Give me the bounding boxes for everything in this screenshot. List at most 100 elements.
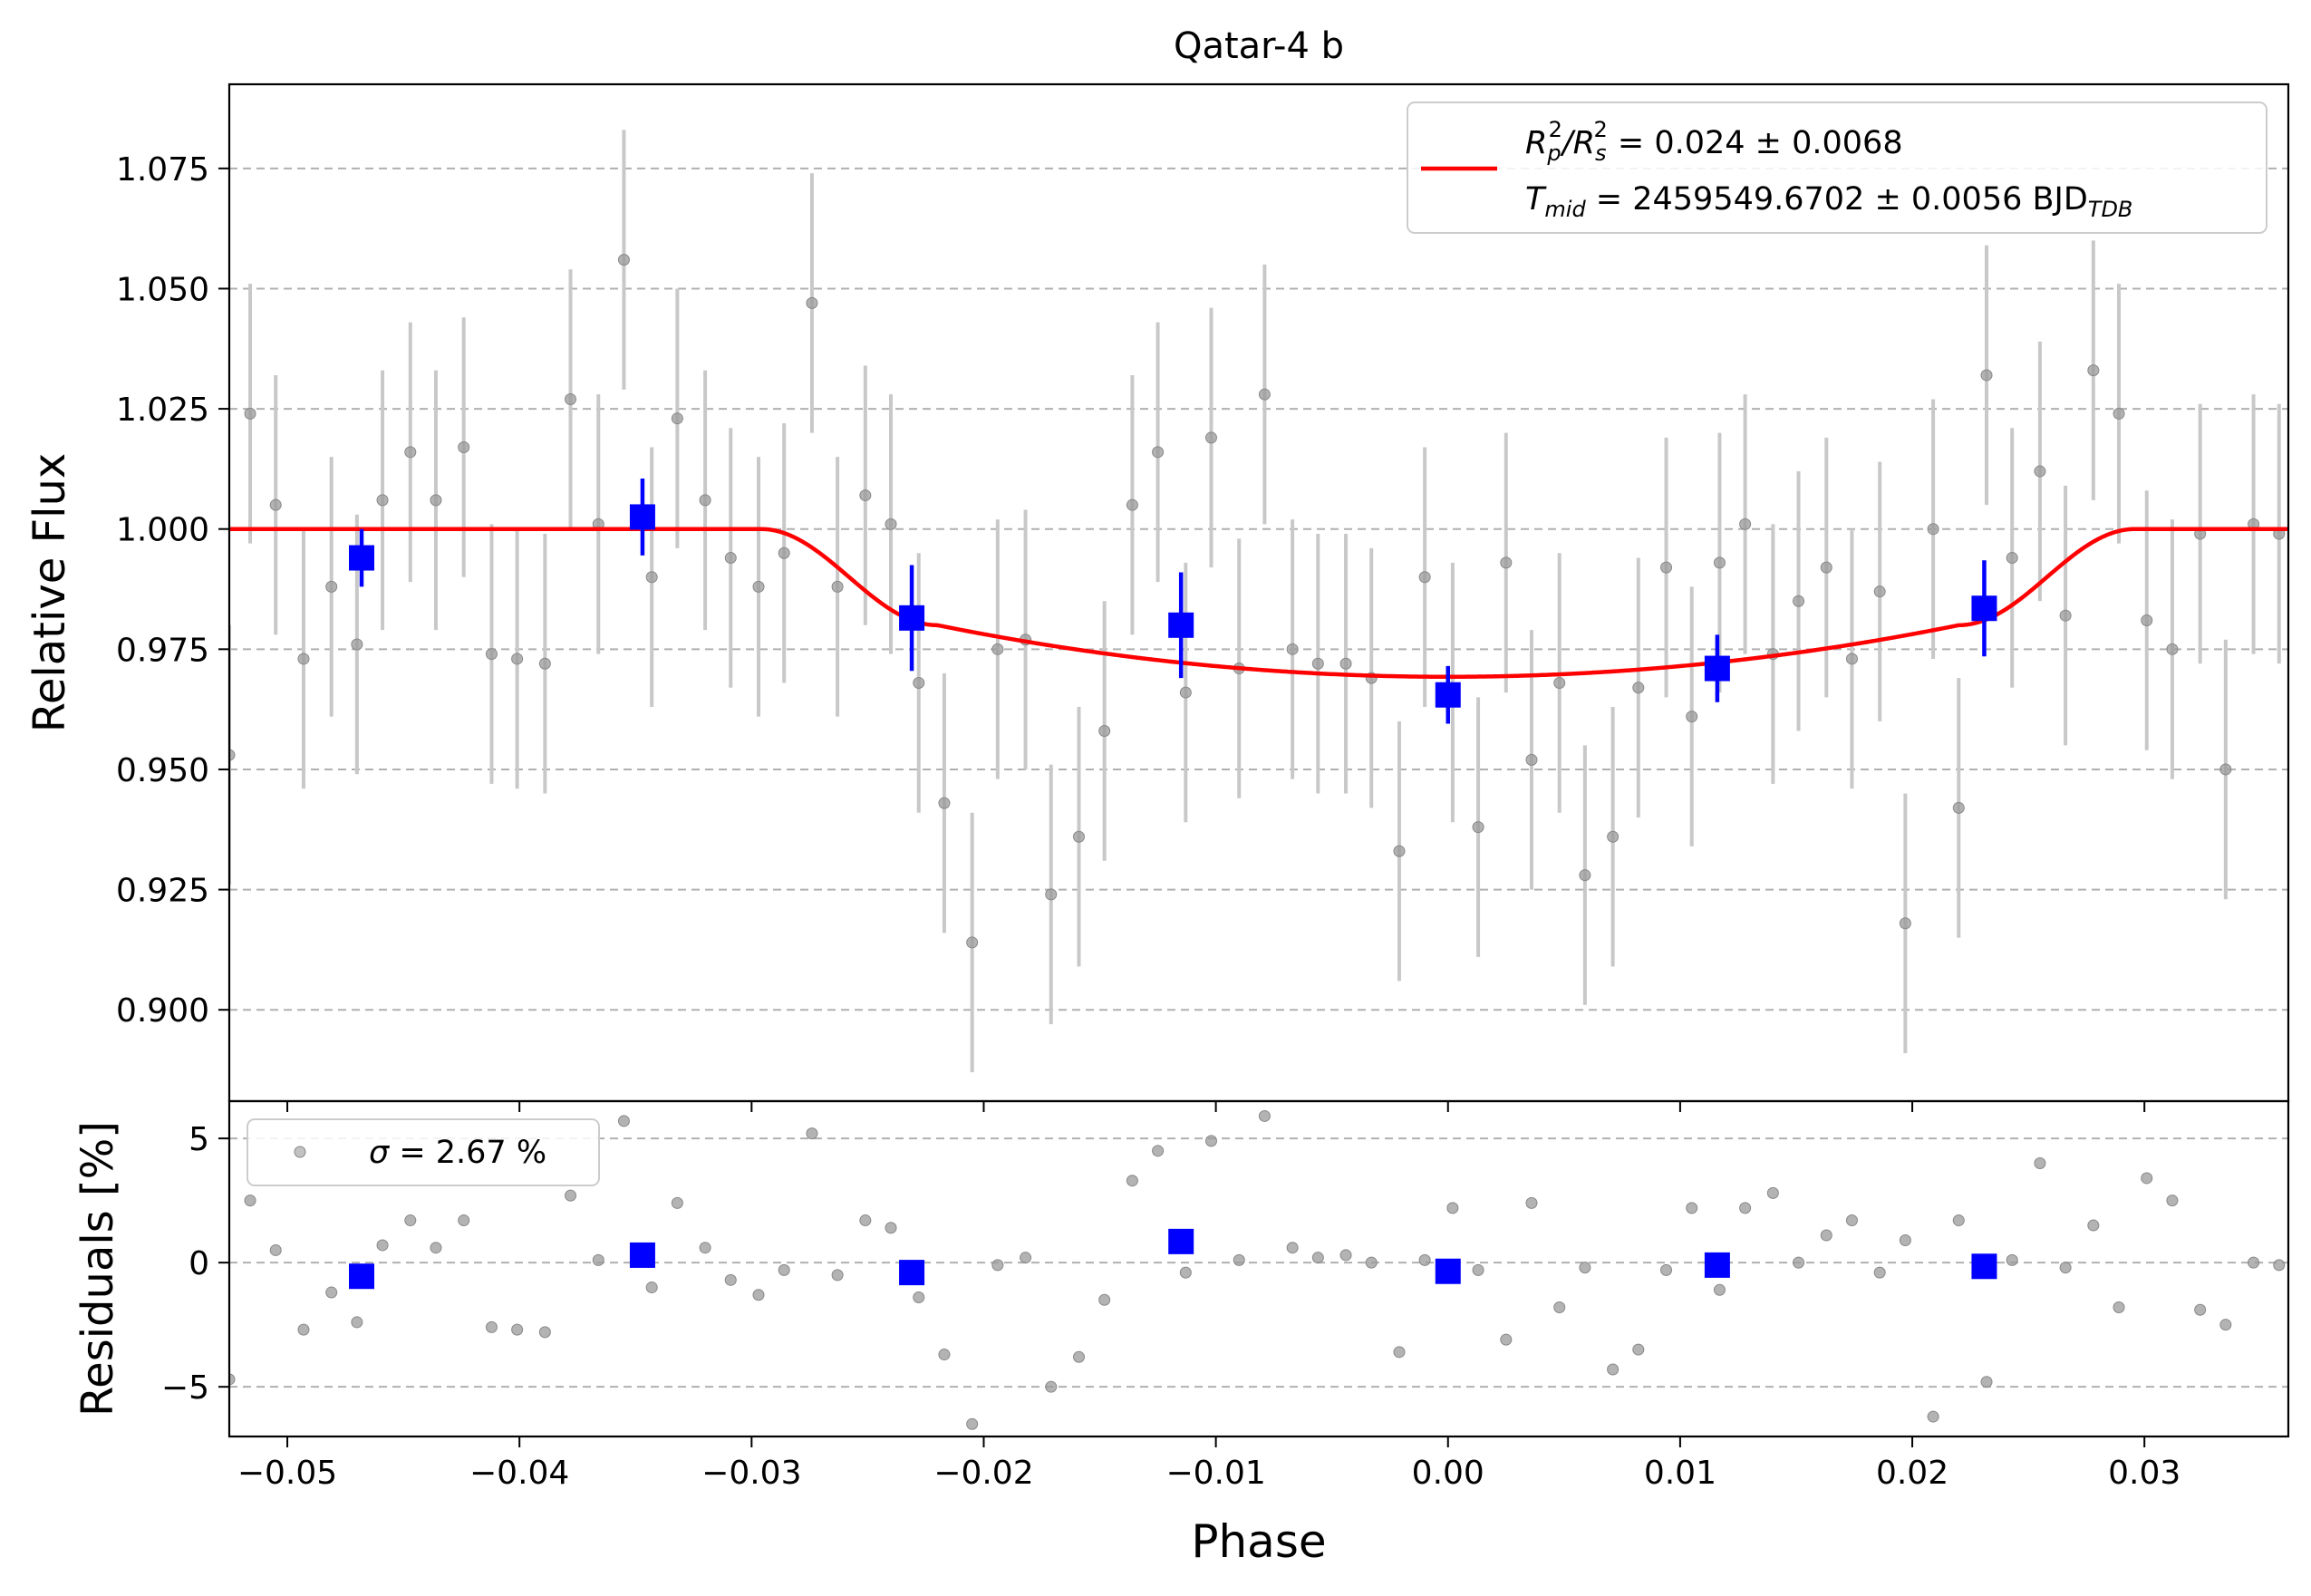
- residual-point: [2141, 1172, 2153, 1185]
- raw-point: [297, 653, 310, 665]
- raw-point: [1258, 388, 1271, 401]
- residual-point: [2166, 1195, 2179, 1207]
- residual-point: [885, 1222, 897, 1234]
- x-tick-label: 0.00: [1412, 1455, 1484, 1492]
- raw-point: [1525, 753, 1538, 766]
- raw-point: [1286, 643, 1299, 655]
- residual-point: [2087, 1219, 2100, 1232]
- raw-point: [1607, 830, 1620, 843]
- residual-point: [1845, 1214, 1858, 1227]
- raw-point: [645, 571, 658, 584]
- residual-point: [1126, 1175, 1138, 1187]
- raw-point: [1072, 830, 1085, 843]
- residual-binned-point: [1704, 1252, 1730, 1278]
- residual-point: [1579, 1262, 1591, 1274]
- x-ticks: −0.05 −0.04 −0.03 −0.02 −0.01 0.00 0.01 0.02 0.0…: [237, 1436, 2180, 1492]
- residual-point: [351, 1316, 363, 1329]
- flux-legend: Rp2/Rs2 = 0.024 ± 0.0068 Tmid = 2459549.…: [1407, 102, 2267, 234]
- residual-point: [1607, 1363, 1620, 1376]
- legend-tmid-text: Tmid = 2459549.6702 ± 0.0056 BJDTDB: [1525, 181, 2132, 222]
- residual-point: [1204, 1135, 1217, 1147]
- raw-point: [991, 643, 1004, 655]
- raw-point: [1980, 369, 1993, 382]
- flux-y-axis-label: Relative Flux: [24, 453, 75, 733]
- residual-point: [511, 1323, 524, 1336]
- binned-point: [629, 504, 655, 530]
- raw-point: [1793, 595, 1805, 607]
- raw-point: [1472, 821, 1484, 834]
- raw-point: [2006, 552, 2018, 565]
- residual-point: [806, 1127, 818, 1140]
- residuals-legend: σ = 2.67 %: [247, 1118, 600, 1186]
- residual-point: [2113, 1301, 2125, 1313]
- flux-y-tick-label: 1.000: [116, 512, 209, 549]
- residuals-binned-points: [349, 1228, 1997, 1290]
- residual-point: [1233, 1253, 1245, 1266]
- chart-title: Qatar-4 b: [1174, 25, 1344, 67]
- raw-point: [1393, 845, 1406, 857]
- raw-point: [538, 657, 551, 670]
- binned-point: [1971, 595, 1997, 622]
- residual-binned-point: [1168, 1228, 1194, 1254]
- residual-point: [376, 1239, 389, 1252]
- raw-point: [699, 494, 711, 507]
- residual-point: [966, 1417, 979, 1430]
- raw-point: [404, 446, 417, 459]
- raw-point: [885, 517, 897, 530]
- raw-point: [1686, 711, 1698, 723]
- legend-residual-swatch: [294, 1146, 306, 1158]
- residuals-panel: −5 0 5 −0.05 −0.04 −0.03 −0.02 −0.01 0.00 0.01 0.…: [73, 1099, 2290, 1568]
- residual-point: [430, 1242, 442, 1254]
- raw-point: [269, 498, 282, 511]
- flux-y-tick-label: 0.925: [116, 873, 209, 910]
- residual-point: [991, 1259, 1004, 1272]
- raw-point: [966, 936, 979, 949]
- raw-point: [430, 494, 442, 507]
- flux-y-tick-label: 0.950: [116, 752, 209, 789]
- residual-point: [1446, 1202, 1459, 1214]
- binned-point: [1435, 682, 1461, 708]
- residual-point: [2059, 1262, 2072, 1274]
- residual-point: [1020, 1252, 1032, 1264]
- residual-point: [2219, 1319, 2232, 1331]
- x-tick-label: −0.02: [933, 1455, 1033, 1492]
- flux-y-tick-label: 0.975: [116, 632, 209, 669]
- raw-point: [859, 489, 872, 502]
- raw-point: [1632, 682, 1645, 694]
- residual-point: [778, 1263, 790, 1276]
- raw-point: [778, 547, 790, 559]
- residuals-y-tick-label: −5: [161, 1369, 209, 1407]
- raw-point: [351, 638, 363, 651]
- raw-point: [1927, 523, 1939, 536]
- flux-panel: 0.900 0.925 0.950 0.975 1.000 1.025 1.050 1.075…: [24, 82, 2290, 1112]
- residual-point: [1525, 1196, 1538, 1209]
- residual-point: [485, 1320, 498, 1333]
- residuals-y-tick-label: 0: [189, 1245, 209, 1282]
- residual-point: [1632, 1343, 1645, 1356]
- raw-point: [2166, 643, 2179, 655]
- residual-point: [1686, 1202, 1698, 1214]
- residuals-raw-points: [229, 1109, 2286, 1430]
- raw-point: [2034, 465, 2046, 478]
- residual-point: [565, 1189, 577, 1202]
- residuals-axes-frame: [227, 1099, 2290, 1438]
- residual-point: [2034, 1157, 2046, 1170]
- raw-point: [1873, 585, 1886, 598]
- raw-point: [1660, 561, 1673, 574]
- raw-point: [2087, 364, 2100, 377]
- x-tick-label: 0.01: [1644, 1455, 1716, 1492]
- raw-point: [1553, 676, 1566, 689]
- residual-point: [1766, 1186, 1779, 1199]
- transit-model-curve: [229, 527, 2288, 680]
- raw-point: [229, 749, 236, 761]
- raw-point: [458, 441, 470, 454]
- residual-point: [724, 1273, 737, 1286]
- raw-point: [2113, 407, 2125, 420]
- residual-point: [671, 1196, 683, 1209]
- residual-point: [1899, 1233, 1911, 1246]
- residual-point: [1793, 1256, 1805, 1269]
- residual-point: [325, 1286, 338, 1299]
- residual-point: [2194, 1303, 2207, 1316]
- x-axis-label: Phase: [1191, 1515, 1326, 1568]
